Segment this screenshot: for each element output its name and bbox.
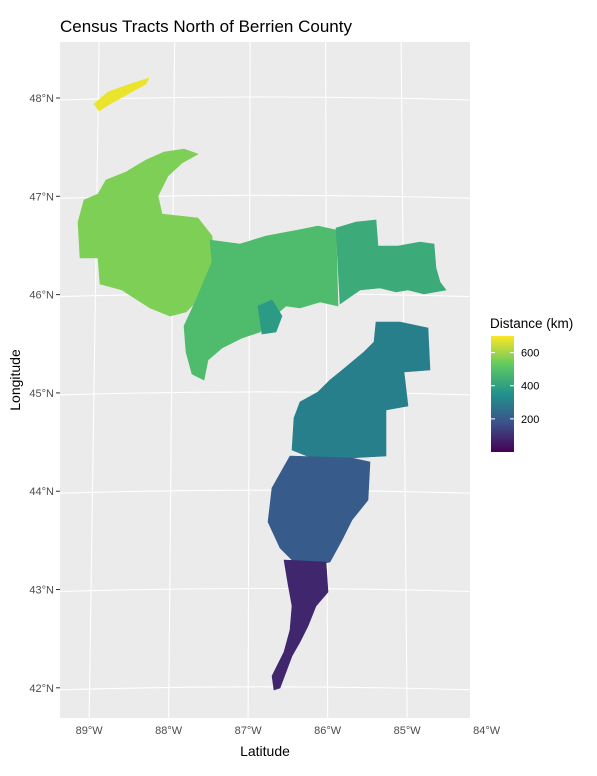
x-tick-label: 89°W <box>76 725 104 737</box>
meridian-line <box>88 41 100 719</box>
x-tick-label: 88°W <box>155 725 183 737</box>
y-tick-label: 46°N <box>29 290 54 302</box>
y-tick-label: 45°N <box>29 388 54 400</box>
y-tick-label: 44°N <box>29 486 54 498</box>
legend-tick-label: 600 <box>521 348 539 360</box>
x-axis-title: Latitude <box>240 743 290 759</box>
region-upper-peninsula-east <box>335 219 447 305</box>
y-tick-label: 47°N <box>29 191 54 203</box>
meridian-line <box>325 41 329 719</box>
x-axis-ticks: 89°W 88°W 87°W 86°W 85°W 84°W <box>76 725 501 737</box>
x-tick-label: 84°W <box>473 725 501 737</box>
y-tick-label: 43°N <box>29 585 54 597</box>
parallel-line <box>59 587 471 593</box>
region-garden-peninsula <box>257 299 283 335</box>
x-tick-label: 85°W <box>394 725 422 737</box>
parallel-line <box>59 391 471 396</box>
y-tick-label: 42°N <box>29 683 54 695</box>
region-central-lower-peninsula <box>267 455 371 567</box>
parallel-line <box>59 686 471 691</box>
y-tick-label: 48°N <box>29 93 54 105</box>
parallel-line <box>59 489 471 494</box>
x-tick-label: 87°W <box>235 725 263 737</box>
region-isle-royale <box>93 77 150 112</box>
chart-title: Census Tracts North of Berrien County <box>60 17 352 36</box>
meridian-line <box>247 41 251 719</box>
y-axis-ticks: 48°N 47°N 46°N 45°N 44°N 43°N 42°N <box>29 93 60 695</box>
legend-title: Distance (km) <box>490 316 573 331</box>
region-southwest-lower-peninsula <box>271 559 329 691</box>
region-northern-lower-peninsula <box>291 321 431 459</box>
x-tick-label: 86°W <box>314 725 342 737</box>
plot-panel <box>60 42 470 718</box>
meridian-line <box>476 41 488 719</box>
legend-tick-label: 400 <box>521 381 539 393</box>
legend-tick-label: 200 <box>521 414 539 426</box>
legend: Distance (km) 200 400 600 <box>490 316 573 452</box>
census-tract-regions <box>77 77 447 691</box>
legend-ticks: 200 400 600 <box>491 348 539 426</box>
legend-colorbar <box>491 336 514 452</box>
graticule <box>59 41 488 719</box>
y-axis-title: Longitude <box>7 349 23 411</box>
region-upper-peninsula-west <box>77 148 215 317</box>
